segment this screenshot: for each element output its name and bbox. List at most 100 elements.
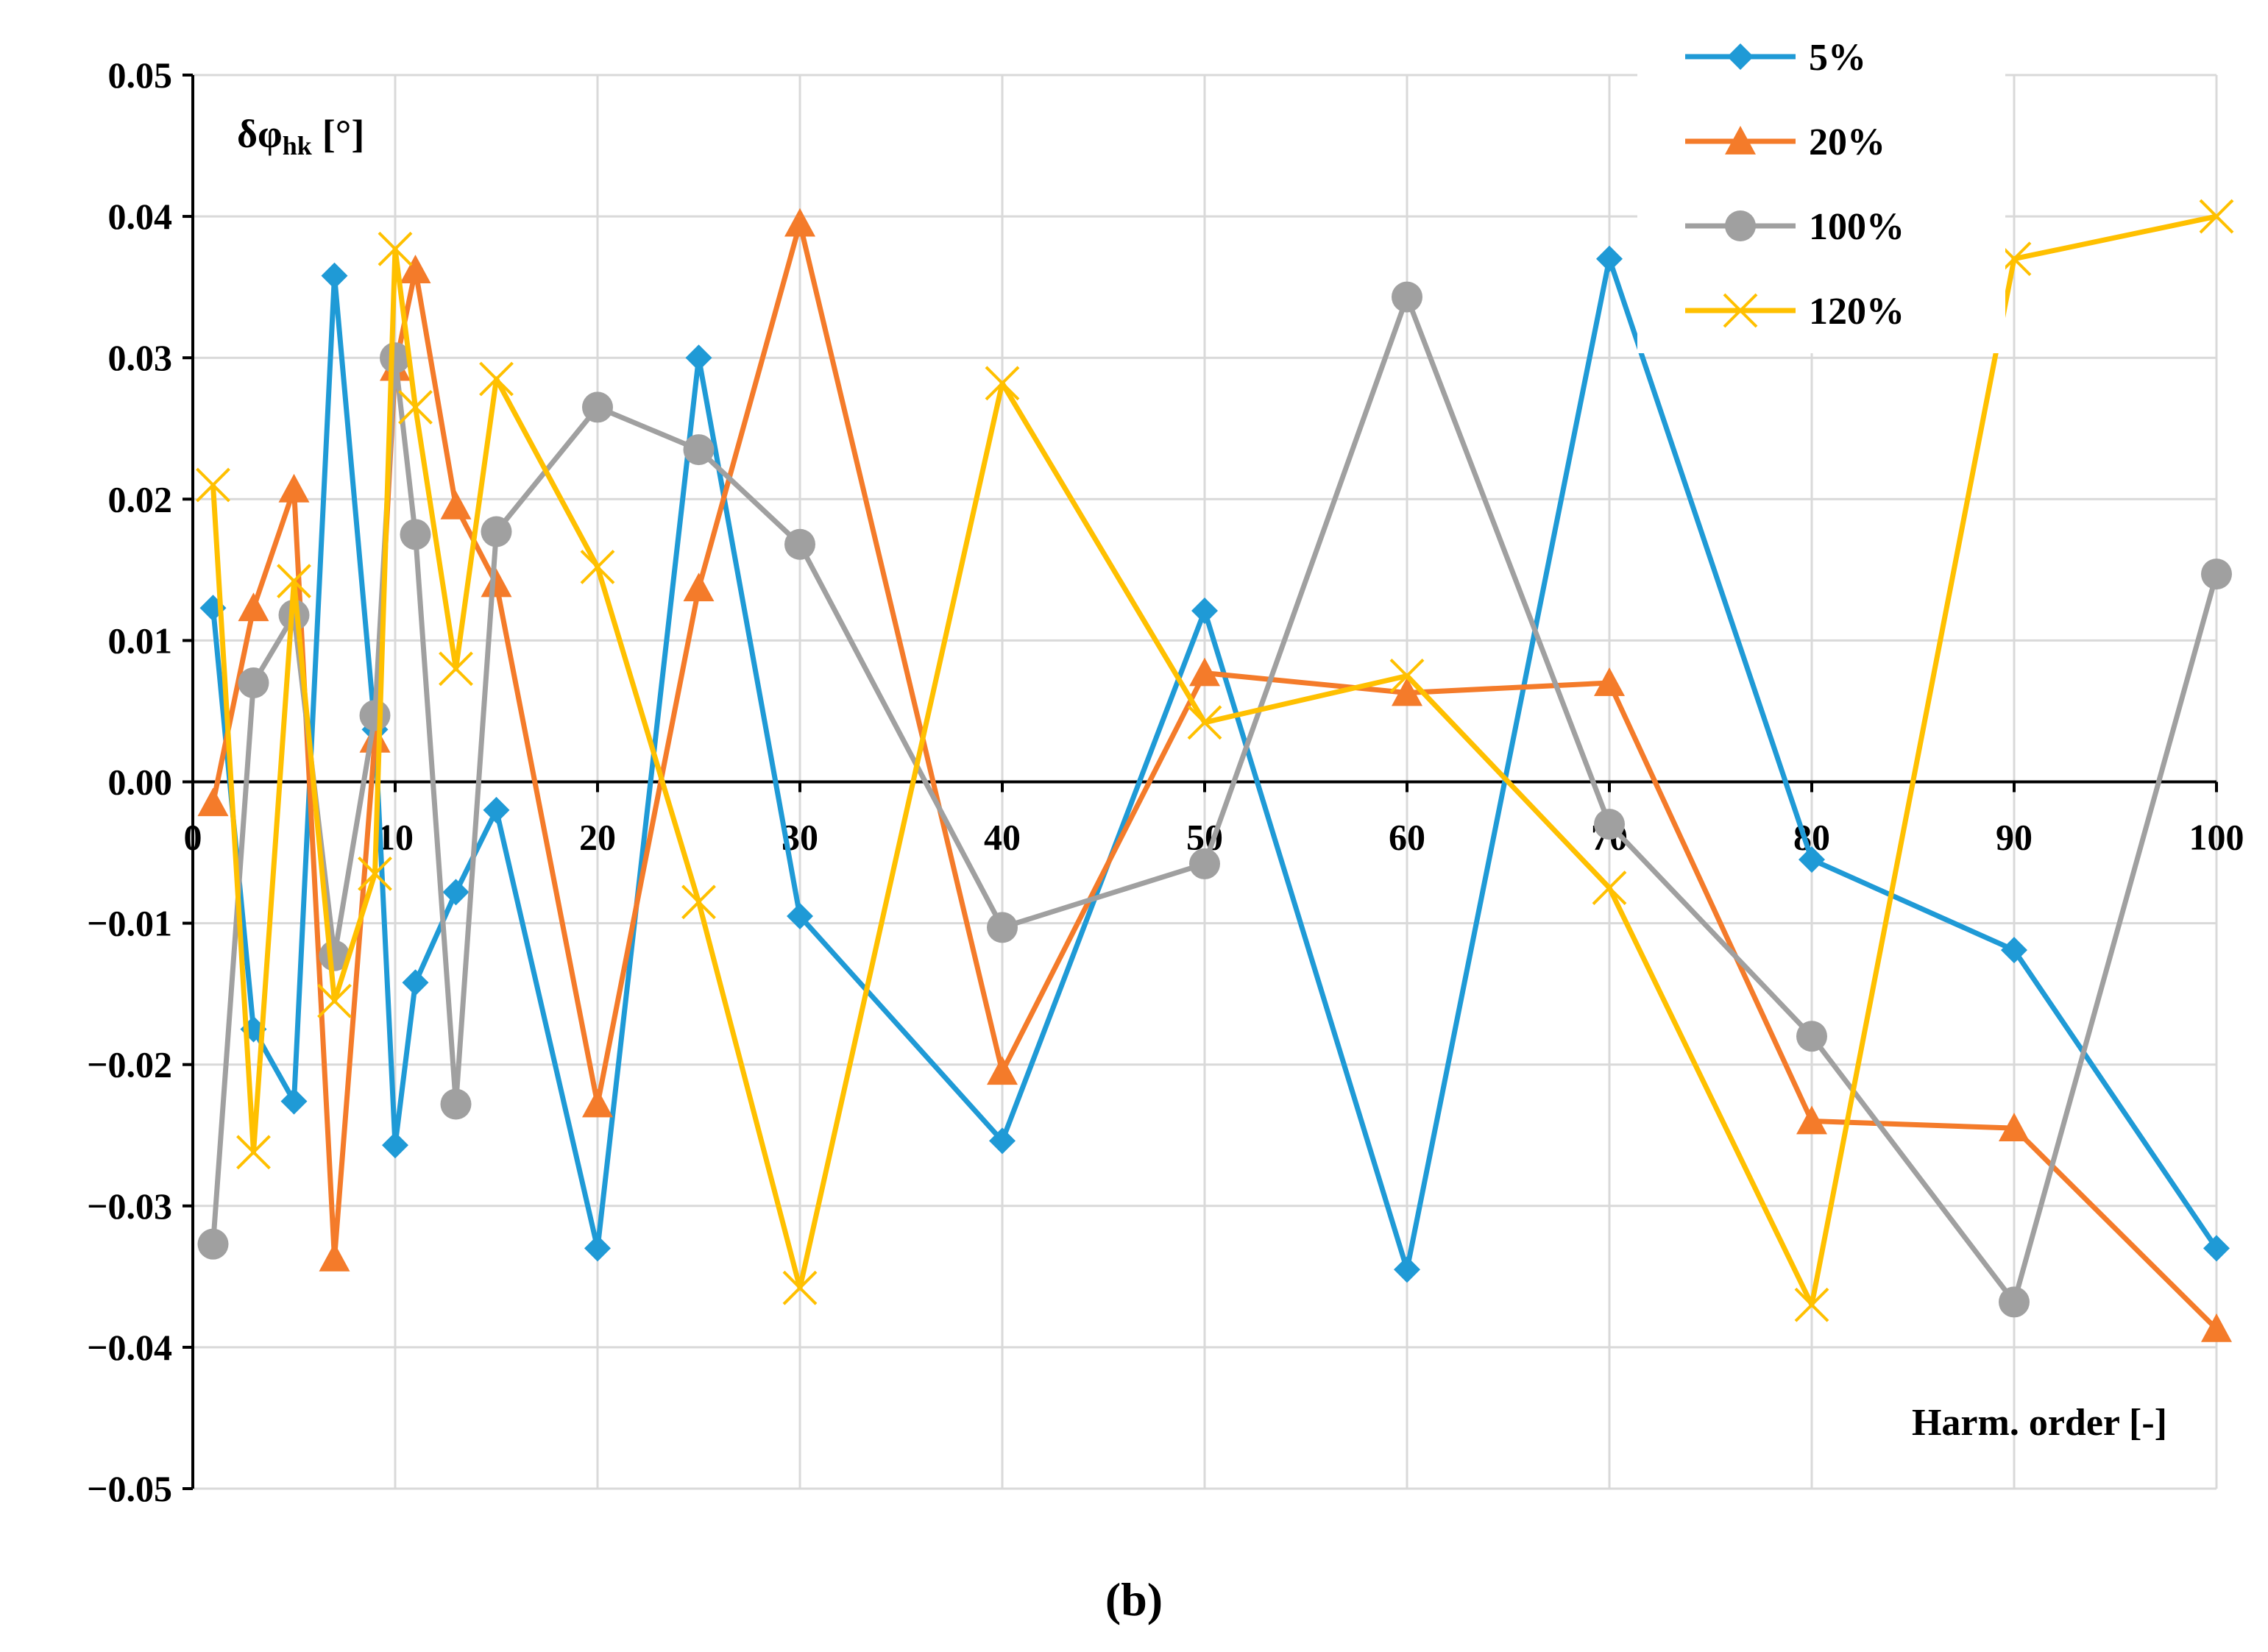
x-tick-label: 90 — [1996, 817, 2033, 858]
data-point — [1392, 677, 1422, 706]
data-point — [681, 885, 716, 920]
data-point — [359, 700, 391, 731]
legend-label: 100% — [1809, 206, 1904, 248]
data-point — [317, 983, 352, 1018]
y-tick-label: −0.04 — [87, 1327, 172, 1368]
data-point — [400, 519, 431, 550]
data-point — [196, 467, 230, 503]
data-point — [319, 1242, 350, 1272]
legend: 5% 20% 100% 120% — [1637, 22, 2005, 353]
data-point — [784, 208, 815, 237]
data-point — [278, 473, 310, 503]
data-point — [382, 1132, 408, 1159]
data-point — [2001, 937, 2027, 964]
data-point — [481, 516, 512, 547]
data-point — [440, 490, 472, 520]
data-point — [1189, 657, 1220, 687]
data-point — [987, 912, 1018, 943]
data-point — [380, 342, 411, 374]
data-point — [1596, 245, 1623, 272]
data-point — [1725, 126, 1756, 155]
x-tick-label: 60 — [1389, 817, 1425, 858]
data-point — [582, 391, 613, 423]
y-tick-label: −0.02 — [87, 1044, 172, 1085]
data-point — [1594, 667, 1625, 696]
data-point — [985, 366, 1020, 401]
data-point — [1191, 598, 1218, 625]
data-point — [1394, 1256, 1420, 1283]
data-point — [2199, 199, 2234, 234]
data-point — [481, 568, 512, 598]
data-point — [1189, 848, 1220, 879]
x-tick-label: 20 — [579, 817, 616, 858]
data-point — [683, 434, 715, 466]
legend-label: 5% — [1809, 37, 1866, 79]
data-point — [402, 969, 429, 996]
data-point — [197, 787, 229, 817]
legend-background — [1637, 22, 2005, 353]
series-1 — [197, 208, 2232, 1342]
data-point — [236, 1135, 271, 1170]
data-point — [321, 262, 348, 289]
series-layer — [196, 199, 2234, 1342]
y-tick-label: 0.00 — [108, 762, 173, 803]
data-point — [989, 1127, 1016, 1155]
data-point — [1799, 846, 1825, 873]
y-tick-label: 0.02 — [108, 478, 173, 520]
y-tick-label: −0.03 — [87, 1185, 172, 1227]
data-point — [197, 1228, 229, 1260]
data-point — [2201, 559, 2232, 590]
data-point — [400, 255, 431, 283]
data-point — [358, 856, 392, 891]
data-point — [987, 1056, 1018, 1085]
legend-label: 20% — [1809, 121, 1885, 163]
data-point — [442, 879, 469, 906]
data-point — [440, 1088, 472, 1120]
series-3 — [196, 199, 2234, 1322]
data-point — [582, 1088, 613, 1118]
series-2 — [197, 281, 2232, 1318]
data-point — [1187, 705, 1222, 740]
data-point — [1999, 1286, 2030, 1318]
data-point — [359, 723, 391, 753]
data-point — [1389, 659, 1425, 693]
data-point — [2201, 1313, 2232, 1342]
data-point — [1725, 210, 1756, 241]
data-point — [1723, 293, 1758, 328]
data-point — [1796, 1021, 1827, 1052]
data-point — [782, 1270, 818, 1305]
data-point — [238, 667, 269, 699]
data-point — [483, 796, 510, 823]
data-point — [1594, 809, 1625, 840]
y-tick-label: −0.05 — [87, 1468, 172, 1509]
y-axis-label: δφhk [°] — [237, 112, 364, 160]
data-point — [439, 651, 473, 687]
y-tick-label: 0.01 — [108, 620, 173, 661]
series-line — [210, 213, 2217, 1308]
data-point — [787, 902, 813, 929]
data-point — [2203, 1235, 2230, 1262]
data-point — [584, 1235, 611, 1262]
figure-caption: (b) — [1105, 1573, 1163, 1626]
legend-label: 120% — [1809, 291, 1904, 333]
y-tick-label: 0.03 — [108, 337, 173, 378]
data-point — [238, 592, 269, 622]
data-point — [580, 550, 615, 584]
data-point — [1794, 1287, 1829, 1322]
data-point — [1796, 1105, 1827, 1135]
y-tick-label: −0.01 — [87, 903, 172, 944]
data-point — [277, 564, 311, 599]
data-point — [683, 572, 715, 602]
data-point — [398, 390, 433, 425]
y-tick-label: 0.05 — [108, 54, 173, 96]
data-point — [319, 940, 350, 971]
data-point — [378, 231, 413, 266]
axes: 0.05 0.04 0.03 0.02 0.01 0.00 −0.01 −0.02 −0.03 −… — [87, 54, 2244, 1509]
data-point — [1392, 281, 1422, 313]
x-tick-label: 0 — [184, 817, 202, 858]
x-axis-label: Harm. order [-] — [1912, 1402, 2167, 1444]
data-point — [1727, 43, 1754, 70]
data-point — [1592, 871, 1627, 905]
data-point — [1999, 1113, 2030, 1141]
